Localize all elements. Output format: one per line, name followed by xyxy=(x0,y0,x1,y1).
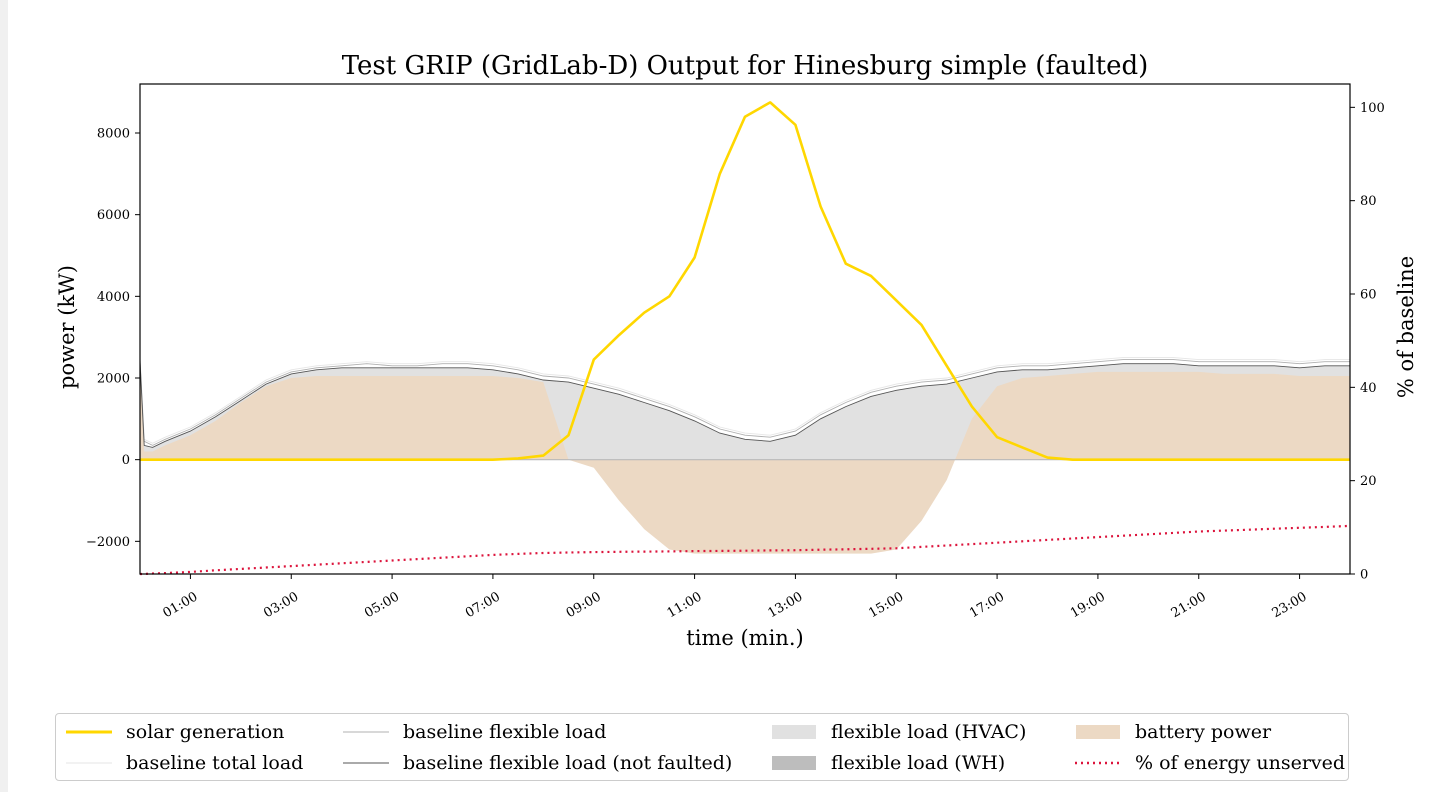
legend-label: flexible load (HVAC) xyxy=(831,721,1027,743)
x-tick-label: 07:00 xyxy=(463,589,503,621)
fill-swatch-icon xyxy=(1073,722,1123,742)
legend-item-battery-power: battery power xyxy=(1073,717,1271,747)
x-tick-label: 19:00 xyxy=(1068,589,1108,621)
x-tick-label: 17:00 xyxy=(967,589,1007,621)
y-axis-title: power (kW) xyxy=(55,265,79,389)
legend-item-baseline-flexible-load-not-faulted: baseline flexible load (not faulted) xyxy=(341,748,732,778)
legend-item-energy-unserved: % of energy unserved xyxy=(1073,748,1345,778)
fill-swatch-icon xyxy=(769,753,819,773)
legend-label: baseline flexible load xyxy=(403,721,607,743)
plot-frame xyxy=(139,83,1351,575)
y-tick-label: 6000 xyxy=(97,208,130,223)
series-solar-generation-line xyxy=(140,101,1350,462)
y2-tick-label: 40 xyxy=(1360,381,1377,396)
plot-area xyxy=(139,101,1351,576)
fill-swatch-icon xyxy=(769,722,819,742)
legend-label: flexible load (WH) xyxy=(831,752,1006,774)
y2-tick-label: 60 xyxy=(1360,288,1377,303)
y-tick-label: −2000 xyxy=(86,535,130,550)
y2-axis-title: % of baseline xyxy=(1394,256,1418,398)
legend-item-flexible-load-wh: flexible load (WH) xyxy=(769,748,1005,778)
legend-item-baseline-total-load: baseline total load xyxy=(64,748,303,778)
legend-item-solar-generation: solar generation xyxy=(64,717,284,747)
x-tick-label: 05:00 xyxy=(362,589,402,621)
series-baseline-flexible-load-line xyxy=(139,359,1350,446)
legend-label: battery power xyxy=(1135,721,1272,743)
x-tick-label: 23:00 xyxy=(1270,589,1310,621)
y2-tick-label: 100 xyxy=(1360,101,1385,116)
y-tick-label: 8000 xyxy=(97,127,130,142)
x-tick-label: 11:00 xyxy=(665,589,705,621)
y-tick-label: 4000 xyxy=(97,290,130,305)
window-edge xyxy=(0,0,8,792)
line-swatch-icon xyxy=(64,722,114,742)
line-swatch-icon xyxy=(1073,753,1123,773)
x-tick-label: 03:00 xyxy=(261,589,301,621)
y2-tick-label: 0 xyxy=(1360,568,1368,583)
x-tick-label: 09:00 xyxy=(564,589,604,621)
legend-item-baseline-flexible-load: baseline flexible load xyxy=(341,717,606,747)
legend-item-flexible-load-hvac: flexible load (HVAC) xyxy=(769,717,1026,747)
legend-label: % of energy unserved xyxy=(1135,752,1346,774)
line-swatch-icon xyxy=(341,722,391,742)
x-tick-label: 21:00 xyxy=(1169,589,1209,621)
x-axis-title: time (min.) xyxy=(686,626,803,650)
line-swatch-icon xyxy=(341,753,391,773)
y2-tick-label: 20 xyxy=(1360,474,1377,489)
y-tick-label: 2000 xyxy=(97,372,130,387)
legend-label: baseline total load xyxy=(126,752,304,774)
x-tick-label: 15:00 xyxy=(866,589,906,621)
series-baseline-flexible-load-not-faulted-line xyxy=(139,361,1350,448)
x-tick-label: 01:00 xyxy=(160,589,200,621)
x-tick-label: 13:00 xyxy=(765,589,805,621)
legend-label: baseline flexible load (not faulted) xyxy=(403,752,733,774)
series-battery-power-area xyxy=(140,365,1350,554)
legend: solar generation baseline total load bas… xyxy=(55,713,1349,781)
legend-label: solar generation xyxy=(126,721,285,743)
line-swatch-icon xyxy=(64,753,114,773)
chart-title: Test GRIP (GridLab-D) Output for Hinesbu… xyxy=(342,51,1149,81)
y2-tick-label: 80 xyxy=(1360,194,1377,209)
series-baseline-total-load-line xyxy=(139,357,1350,444)
y-tick-label: 0 xyxy=(122,453,130,468)
